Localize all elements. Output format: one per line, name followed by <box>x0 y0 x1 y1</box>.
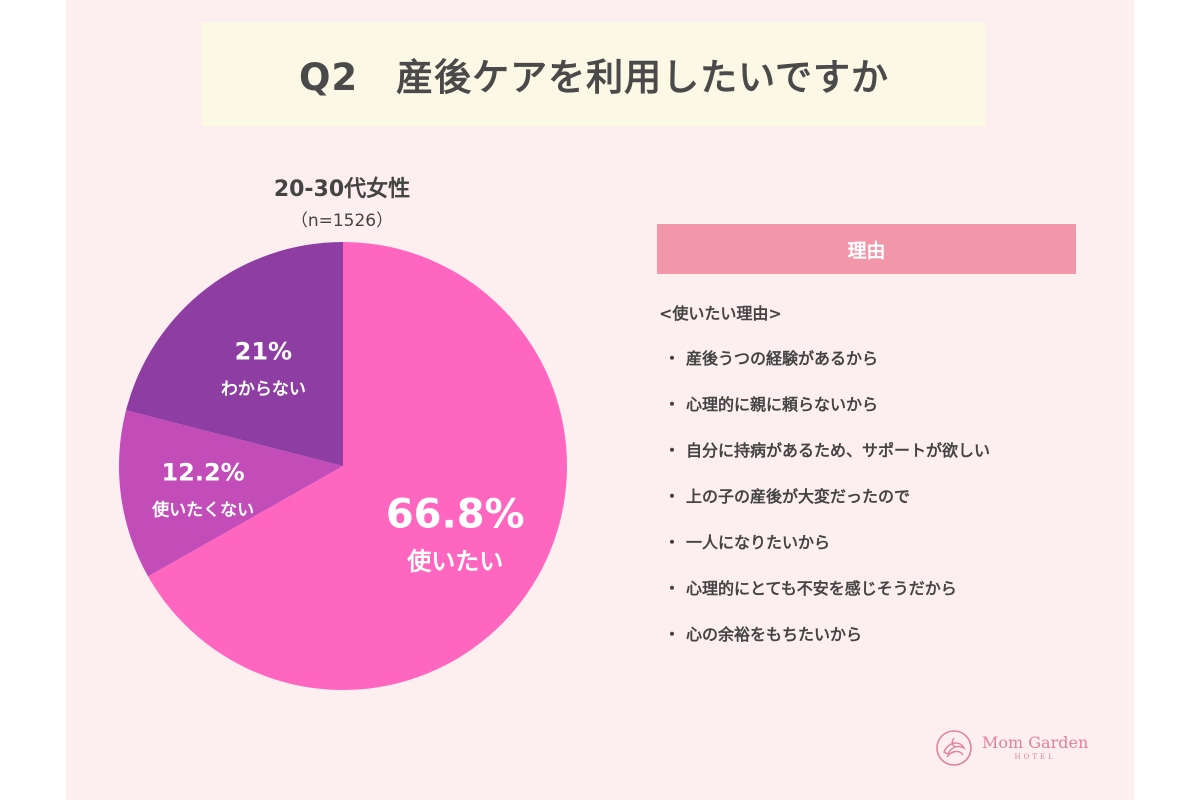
slice-category-label: 使いたい <box>406 547 503 575</box>
bullet-icon: ・ <box>664 533 681 552</box>
pie-slice <box>119 410 343 577</box>
question-title: Q2 産後ケアを利用したいですか <box>298 56 890 99</box>
slice-value-label: 12.2% <box>161 459 244 487</box>
reason-item: ・心の余裕をもちたいから <box>664 621 990 667</box>
bullet-icon: ・ <box>664 395 681 414</box>
reason-text: 上の子の産後が大変だったので <box>686 487 911 506</box>
logo-name: Mom Garden <box>982 733 1089 752</box>
flower-logo-icon <box>936 730 972 766</box>
reason-text: 自分に持病があるため、サポートが欲しい <box>686 441 991 460</box>
bullet-icon: ・ <box>664 625 681 644</box>
bullet-icon: ・ <box>664 349 681 368</box>
reason-item: ・産後うつの経験があるから <box>664 345 990 391</box>
pie-slice <box>126 242 343 466</box>
reason-text: 心理的に親に頼らないから <box>686 395 879 414</box>
reason-text: 一人になりたいから <box>686 533 831 552</box>
slice-value-label: 66.8% <box>386 491 525 537</box>
reason-header: 理由 <box>657 224 1076 274</box>
chart-title: 20-30代女性 <box>273 177 411 202</box>
slice-value-label: 21% <box>235 337 292 365</box>
bullet-icon: ・ <box>664 441 681 460</box>
slice-category-label: わからない <box>221 379 306 399</box>
reason-item: ・心理的に親に頼らないから <box>664 391 990 437</box>
bullet-icon: ・ <box>664 579 681 598</box>
reason-item: ・心理的にとても不安を感じそうだから <box>664 575 990 621</box>
reason-heading: <使いたい理由> <box>659 304 782 323</box>
reason-text: 心理的にとても不安を感じそうだから <box>686 579 957 598</box>
reason-item: ・自分に持病があるため、サポートが欲しい <box>664 437 990 483</box>
logo-sub: HOTEL <box>1014 753 1056 761</box>
reason-item: ・一人になりたいから <box>664 529 990 575</box>
reason-text: 心の余裕をもちたいから <box>686 625 863 644</box>
question-title-box: Q2 産後ケアを利用したいですか <box>202 22 986 126</box>
reason-text: 産後うつの経験があるから <box>686 349 879 368</box>
pie-slice <box>148 242 567 690</box>
reason-item: ・上の子の産後が大変だったので <box>664 483 990 529</box>
chart-sample-size: （n=1526） <box>290 211 394 231</box>
reason-list: ・産後うつの経験があるから・心理的に親に頼らないから・自分に持病があるため、サポ… <box>664 345 990 667</box>
slice-category-label: 使いたくない <box>151 500 254 521</box>
brand-logo: Mom Garden HOTEL <box>934 728 1088 768</box>
bullet-icon: ・ <box>664 487 681 506</box>
